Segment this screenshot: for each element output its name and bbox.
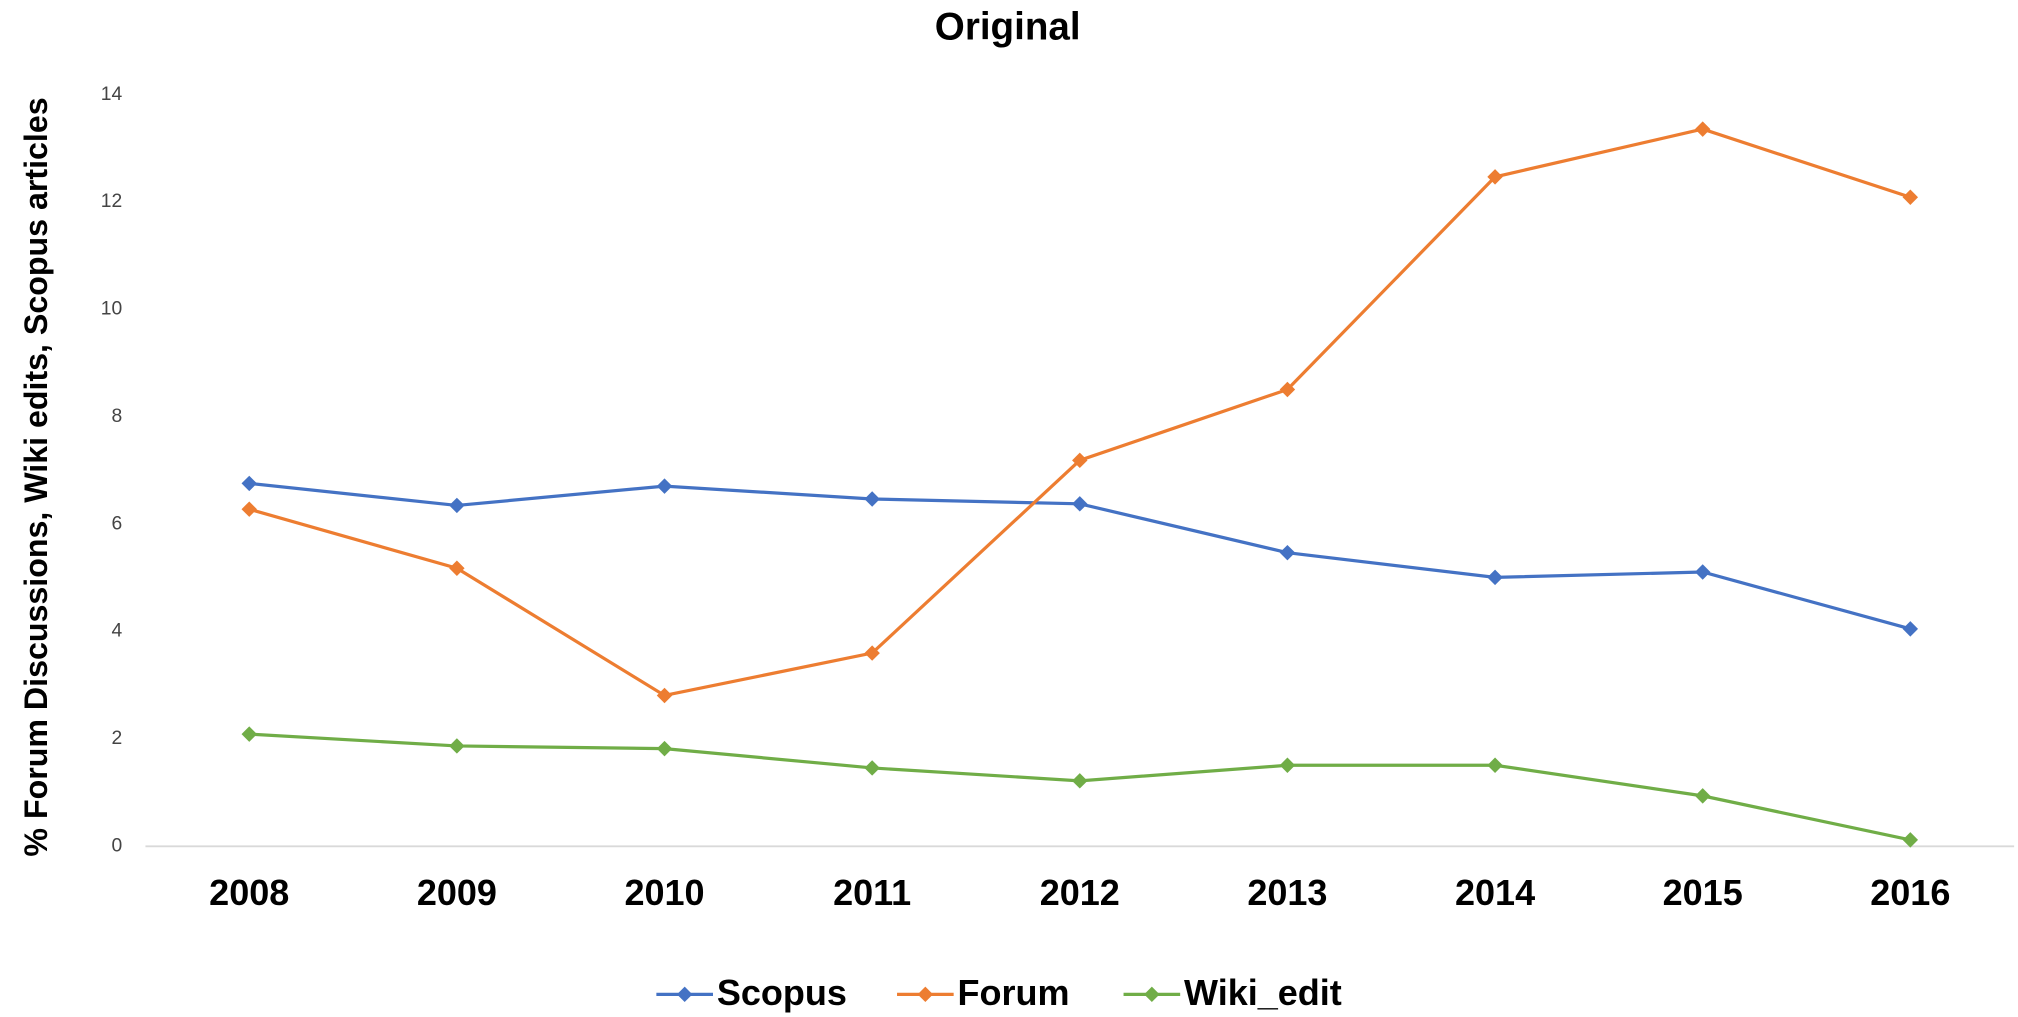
legend-marker xyxy=(917,986,934,1003)
point xyxy=(1902,621,1919,637)
point xyxy=(1279,544,1296,561)
legend-marker xyxy=(1144,986,1160,1003)
point xyxy=(1072,496,1088,512)
y-tick-label: 0 xyxy=(112,835,123,856)
point xyxy=(1072,452,1088,469)
point xyxy=(1487,757,1503,773)
y-tick-label: 4 xyxy=(112,621,123,642)
y-axis-label: % Forum Discussions, Wiki edits, Scopus … xyxy=(18,97,54,856)
x-tick-label: 2008 xyxy=(209,872,289,913)
y-tick-label: 14 xyxy=(101,84,123,105)
point xyxy=(1902,189,1919,205)
point xyxy=(449,738,465,754)
point xyxy=(1694,788,1711,804)
x-tick-label: 2013 xyxy=(1247,872,1327,913)
x-tick-label: 2012 xyxy=(1040,872,1120,913)
legend-label: Forum xyxy=(958,972,1070,1013)
y-tick-label: 8 xyxy=(112,406,123,427)
point xyxy=(1072,773,1088,789)
y-tick-label: 10 xyxy=(101,299,122,320)
point xyxy=(1279,757,1296,773)
point xyxy=(864,645,880,661)
chart-title: Original xyxy=(935,5,1081,48)
point xyxy=(1694,564,1711,580)
point xyxy=(864,760,880,776)
series-line xyxy=(248,127,1911,698)
x-tick-label: 2010 xyxy=(624,872,704,913)
point xyxy=(656,687,673,704)
legend-label: Wiki_edit xyxy=(1184,972,1342,1013)
legend-marker xyxy=(676,986,693,1003)
legend-label: Scopus xyxy=(717,972,847,1013)
x-tick-label: 2011 xyxy=(833,872,911,913)
x-tick-label: 2015 xyxy=(1663,872,1743,913)
point xyxy=(864,491,880,507)
y-tick-label: 12 xyxy=(101,191,122,212)
point xyxy=(1487,569,1503,586)
point xyxy=(449,497,465,514)
point xyxy=(241,501,257,517)
point xyxy=(241,726,257,742)
x-tick-label: 2016 xyxy=(1870,872,1950,913)
x-tick-label: 2009 xyxy=(417,872,497,913)
point xyxy=(1694,121,1711,137)
point xyxy=(449,560,465,576)
y-tick-label: 6 xyxy=(112,513,123,534)
point xyxy=(656,478,673,494)
point xyxy=(1902,832,1919,848)
x-tick-label: 2014 xyxy=(1455,872,1535,913)
point xyxy=(656,740,673,757)
point xyxy=(241,475,257,492)
y-tick-label: 2 xyxy=(112,728,123,749)
